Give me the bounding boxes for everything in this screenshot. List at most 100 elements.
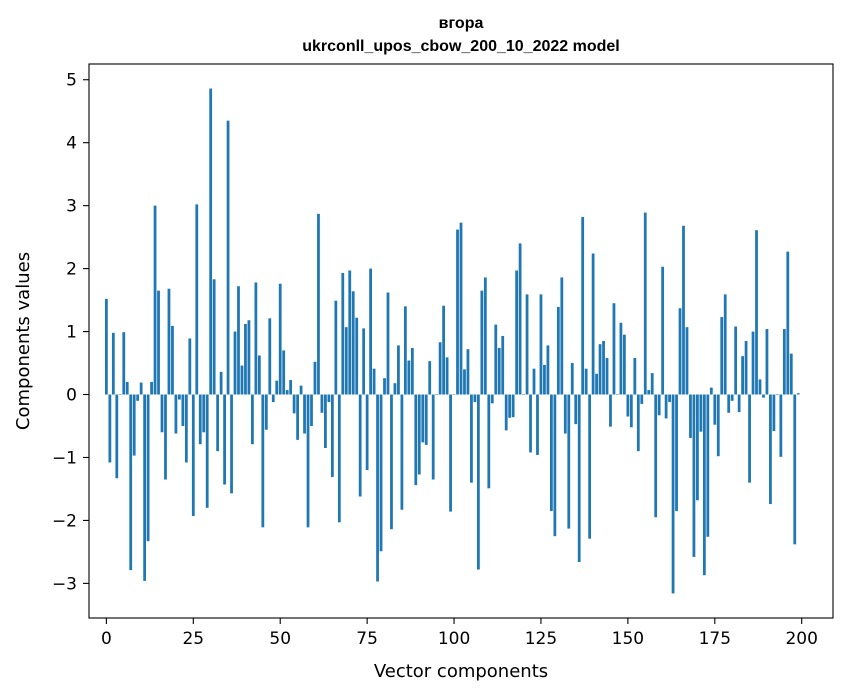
- bar-52: [285, 390, 289, 395]
- bar-77: [372, 368, 376, 395]
- bar-93: [428, 361, 432, 395]
- bar-59: [310, 394, 313, 426]
- bar-128: [550, 394, 553, 511]
- bar-65: [330, 394, 334, 477]
- bar-119: [518, 243, 522, 395]
- bar-153: [636, 394, 640, 452]
- bar-184: [744, 341, 748, 395]
- bar-113: [497, 347, 501, 395]
- bar-83: [393, 383, 397, 395]
- bar-115: [504, 394, 508, 431]
- bar-112: [494, 324, 498, 395]
- bar-76: [369, 268, 372, 395]
- bar-135: [574, 394, 578, 425]
- bar-191: [769, 394, 772, 505]
- bar-192: [772, 394, 776, 432]
- bar-82: [390, 394, 393, 530]
- bar-118: [515, 270, 519, 395]
- bar-37: [233, 331, 237, 395]
- bar-183: [741, 356, 744, 395]
- x-tick-label: 75: [356, 629, 378, 649]
- bar-71: [351, 291, 355, 395]
- bar-133: [567, 394, 571, 529]
- bar-155: [643, 212, 647, 395]
- y-tick-label: 4: [66, 134, 77, 154]
- bar-194: [779, 394, 783, 457]
- bar-89: [414, 394, 418, 486]
- x-tick-label: 50: [269, 629, 291, 649]
- bar-67: [337, 394, 341, 523]
- bar-32: [216, 394, 220, 452]
- bar-31: [212, 279, 216, 395]
- x-tick-label: 200: [785, 629, 817, 649]
- bar-152: [633, 358, 637, 395]
- bar-47: [268, 318, 272, 395]
- bar-63: [324, 394, 327, 449]
- bar-66: [334, 300, 338, 395]
- bar-95: [435, 394, 439, 396]
- bar-196: [786, 251, 790, 395]
- y-tick-label: 3: [66, 197, 77, 217]
- bar-23: [184, 394, 188, 463]
- bar-174: [709, 387, 713, 395]
- y-tick-label: 2: [66, 260, 77, 280]
- bar-126: [543, 364, 546, 395]
- bar-170: [696, 394, 699, 501]
- x-axis-label: Vector components: [374, 661, 548, 682]
- bar-6: [125, 381, 129, 395]
- bar-103: [463, 369, 466, 395]
- bar-164: [675, 394, 678, 511]
- bar-3: [115, 394, 119, 479]
- bar-74: [362, 328, 366, 395]
- bar-101: [456, 229, 459, 395]
- bar-1: [108, 394, 112, 463]
- bar-19: [171, 325, 174, 395]
- bar-180: [730, 394, 734, 401]
- bar-17: [164, 394, 167, 480]
- x-tick-label: 150: [612, 629, 644, 649]
- bar-137: [581, 216, 585, 395]
- bar-8: [132, 394, 136, 456]
- bar-108: [480, 290, 484, 395]
- bar-16: [160, 394, 164, 433]
- bar-125: [539, 294, 543, 395]
- bar-109: [483, 277, 487, 395]
- bar-186: [751, 331, 755, 395]
- bar-27: [198, 394, 202, 445]
- bar-98: [445, 357, 449, 395]
- y-tick-label: 5: [66, 71, 77, 91]
- bar-29: [205, 394, 209, 508]
- bar-51: [282, 350, 286, 395]
- bar-99: [449, 394, 452, 512]
- bar-177: [720, 317, 724, 395]
- bar-54: [292, 394, 296, 414]
- y-axis-label: Components values: [13, 252, 34, 430]
- bar-70: [348, 270, 352, 395]
- bar-94: [431, 394, 435, 480]
- bar-145: [609, 394, 612, 427]
- bar-75: [365, 394, 369, 471]
- bar-190: [765, 329, 769, 395]
- y-tick-label: 0: [66, 386, 77, 406]
- bar-78: [376, 394, 379, 582]
- bar-38: [237, 286, 240, 395]
- bar-56: [299, 385, 303, 395]
- bar-156: [647, 390, 651, 395]
- bar-131: [560, 277, 564, 395]
- y-axis-ticks: −3 −2 −1 0 1 2 3 4 5: [52, 71, 89, 594]
- bar-87: [407, 360, 411, 395]
- bar-33: [219, 371, 223, 395]
- bar-122: [529, 394, 532, 453]
- bars-group: [104, 88, 800, 594]
- bar-151: [629, 394, 633, 428]
- bar-0: [104, 298, 108, 395]
- bar-106: [473, 394, 477, 403]
- bar-92: [424, 394, 428, 445]
- bar-140: [591, 253, 595, 395]
- bar-179: [727, 394, 731, 413]
- x-tick-label: 25: [182, 629, 204, 649]
- bar-18: [167, 288, 171, 395]
- bar-22: [181, 394, 185, 426]
- chart-title-line1: вгора: [439, 15, 484, 32]
- bar-80: [383, 378, 386, 395]
